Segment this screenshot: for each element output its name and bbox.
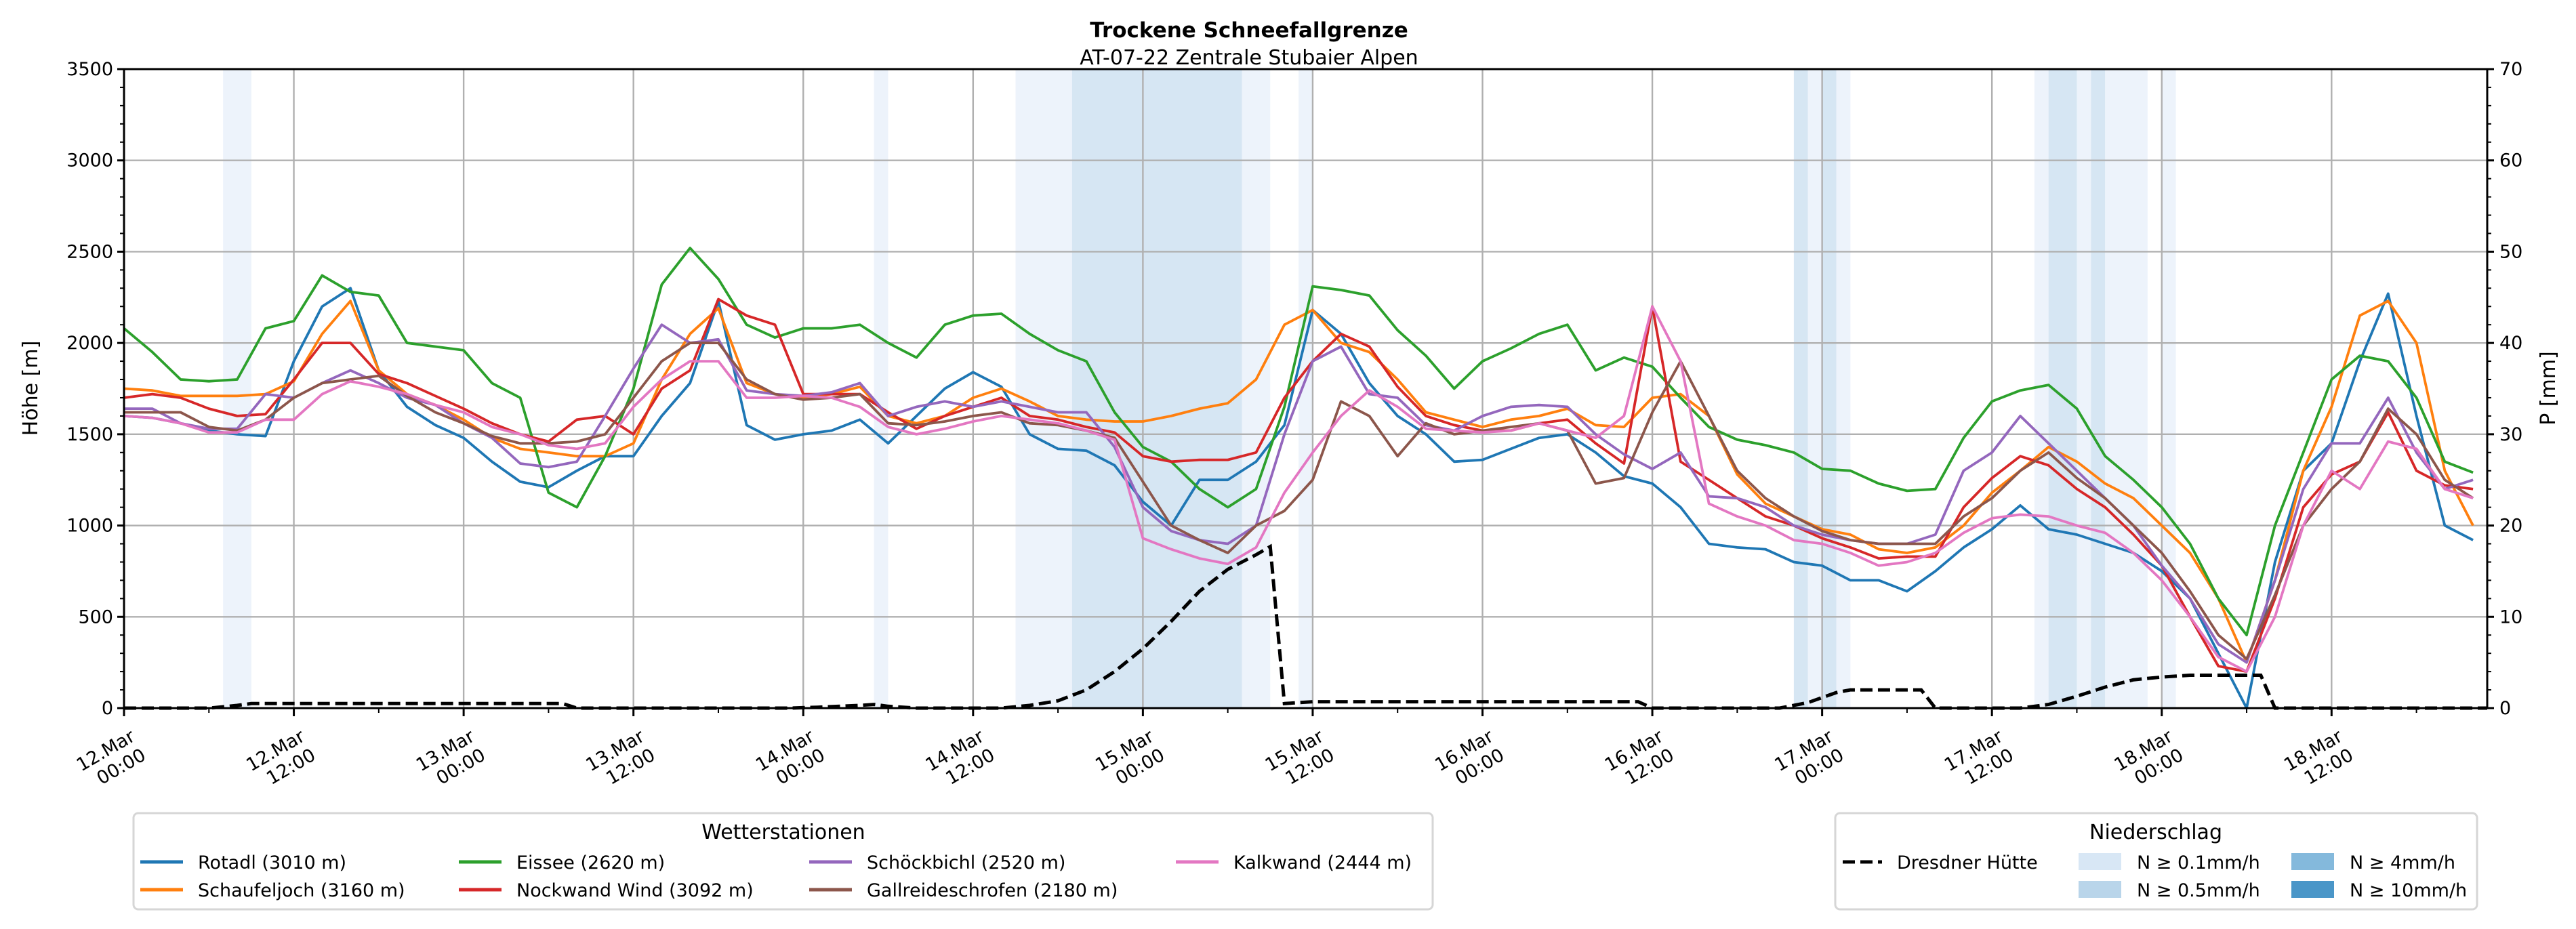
legend-precip-patch (2291, 881, 2334, 898)
y-tick-label: 3000 (66, 150, 113, 171)
legend-station-label: Schaufeljoch (3160 m) (198, 880, 405, 901)
legend-precip-label: N ≥ 4mm/h (2350, 852, 2455, 873)
legend-precip-label: N ≥ 0.1mm/h (2137, 852, 2260, 873)
legend-station-label: Gallreideschrofen (2180 m) (867, 880, 1118, 901)
legend-station-label: Nockwand Wind (3092 m) (516, 880, 754, 901)
y2-tick-label: 70 (2499, 59, 2522, 80)
precip-band (1807, 69, 1822, 708)
legend-precip-patch (2291, 853, 2334, 870)
y-tick-label: 0 (102, 698, 113, 719)
y-tick-label: 2500 (66, 241, 113, 262)
legend-precip: Niederschlag Dresdner Hütte N ≥ 0.1mm/h N… (1834, 812, 2478, 911)
precip-band (2105, 69, 2148, 708)
legend-stations: Wetterstationen Rotadl (3010 m) Schaufelj… (132, 812, 1434, 911)
legend-station-label: Schöckbichl (2520 m) (867, 852, 1065, 873)
precip-band (1299, 69, 1313, 708)
plot-frame (123, 68, 2489, 709)
y2-tick-label: 40 (2499, 333, 2522, 354)
y-axis-right: 0 10 20 30 40 50 60 70 (2487, 59, 2522, 719)
y-tick-label: 1000 (66, 516, 113, 537)
y-tick-label: 3500 (66, 59, 113, 80)
legend-station-label: Kalkwand (2444 m) (1233, 852, 1412, 873)
legend-station-label: Eissee (2620 m) (516, 852, 665, 873)
precip-band (1793, 69, 1808, 708)
legend-station-label: Rotadl (3010 m) (198, 852, 346, 873)
legend-precip-label: N ≥ 0.5mm/h (2137, 880, 2260, 901)
precip-band (2034, 69, 2049, 708)
precip-band (874, 69, 888, 708)
series-line (123, 305, 2474, 673)
y2-axis-label: P [mm] (2537, 351, 2560, 425)
precip-band (1071, 69, 1242, 708)
legend-precip-patch (2079, 853, 2121, 870)
y2-tick-label: 60 (2499, 150, 2522, 171)
chart-title: Trockene Schneefallgrenze (1090, 18, 1408, 43)
y-tick-label: 2000 (66, 333, 113, 354)
y-tick-label: 1500 (66, 424, 113, 445)
series-line (123, 247, 2474, 637)
series-line (124, 342, 2474, 661)
legend-stations-box (132, 812, 1434, 911)
precip-band (2091, 69, 2106, 708)
y2-tick-label: 20 (2499, 516, 2522, 537)
precip-band (1015, 69, 1072, 708)
station-series (123, 247, 2474, 709)
y2-tick-label: 10 (2499, 606, 2522, 627)
y-axis-label: Höhe [m] (19, 341, 43, 436)
precip-band (223, 69, 251, 708)
legend-precip-label: N ≥ 10mm/h (2350, 880, 2467, 901)
legend-stations-title: Wetterstationen (701, 821, 865, 844)
precip-band (2077, 69, 2091, 708)
series-line (123, 300, 2474, 664)
legend-precip-title: Niederschlag (2089, 821, 2222, 844)
y2-tick-label: 30 (2499, 424, 2522, 445)
y2-tick-label: 50 (2499, 241, 2522, 262)
legend-precip-patch (2079, 881, 2121, 898)
precip-band (2161, 69, 2176, 708)
precip-band (1836, 69, 1851, 708)
y-axis-left: 0 500 1000 1500 2000 2500 3000 3500 (66, 59, 124, 719)
y-tick-label: 500 (78, 606, 113, 627)
legend-dresdner-label: Dresdner Hütte (1897, 852, 2038, 873)
series-line (124, 323, 2474, 664)
series-line (123, 287, 2474, 709)
chart-subtitle: AT-07-22 Zentrale Stubaier Alpen (1080, 46, 1418, 70)
y2-tick-label: 0 (2499, 698, 2511, 719)
precip-band (1822, 69, 1837, 708)
